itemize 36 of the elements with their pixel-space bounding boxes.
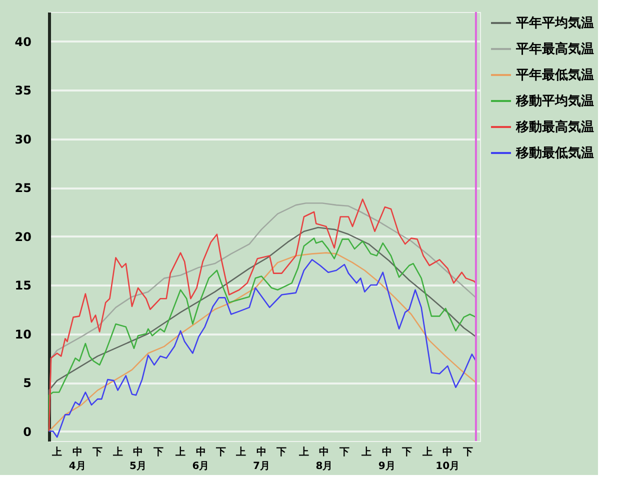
x-tick-label: 中 7月 [252, 446, 270, 472]
legend-label: 平年最高気温 [515, 41, 594, 57]
x-tick-label: 下 [401, 447, 412, 458]
legend-label: 移動平均気温 [515, 94, 594, 109]
x-tick-label: 下 [152, 447, 164, 458]
x-tick-label: 上 [235, 446, 246, 458]
x-tick-label: 上 [112, 446, 123, 458]
x-tick-label: 下 [462, 447, 473, 458]
y-tick-label: 40 [14, 34, 32, 49]
x-tick-label: 中 10月 [436, 446, 460, 472]
x-tick-label: 中 6月 [192, 446, 210, 472]
x-tick-label: 下 [214, 447, 226, 458]
x-tick-label: 上 [360, 446, 372, 458]
x-tick-label: 中 8月 [316, 446, 333, 472]
legend-label: 移動最高気温 [515, 119, 594, 135]
x-tick-label: 上 [174, 446, 186, 458]
x-tick-label: 中 5月 [130, 446, 147, 472]
y-tick-label: 30 [14, 132, 32, 146]
x-tick-label: 中 9月 [378, 446, 396, 472]
legend-label: 移動最低気温 [515, 146, 594, 161]
x-tick-label: 下 [276, 447, 287, 458]
y-tick-label: 35 [14, 84, 32, 98]
y-tick-label: 25 [14, 181, 32, 195]
x-tick-label: 下 [92, 447, 103, 458]
x-tick-label: 上 [298, 446, 309, 458]
y-tick-label: 20 [14, 230, 32, 244]
legend-label: 平年平均気温 [515, 16, 594, 31]
x-tick-label: 上 [421, 446, 432, 458]
legend-label: 平年最低気温 [515, 68, 594, 83]
y-tick-label: 0 [23, 424, 32, 439]
x-tick-label: 上 [51, 446, 62, 458]
x-tick-label: 中 4月 [68, 446, 86, 472]
x-tick-label: 下 [338, 447, 350, 458]
y-tick-label: 5 [23, 376, 32, 390]
y-tick-label: 10 [14, 327, 32, 342]
y-tick-label: 15 [14, 278, 32, 292]
